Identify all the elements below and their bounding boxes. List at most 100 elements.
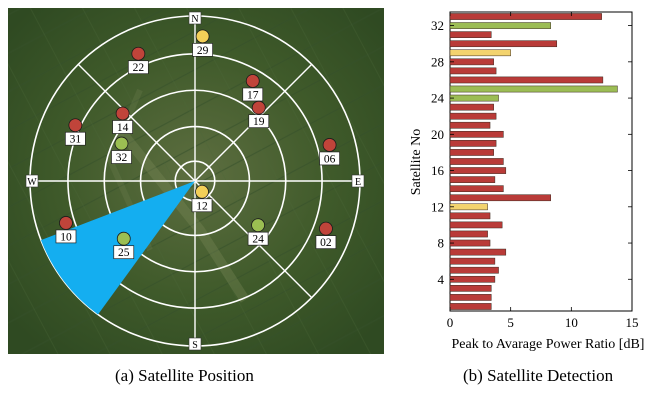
bar: [449, 85, 618, 93]
satellite-label-box: [191, 198, 213, 213]
satellite-label: 22: [133, 62, 145, 74]
bar: [449, 76, 604, 84]
bar: [449, 67, 497, 75]
compass-labels: N S E W: [25, 11, 365, 351]
x-tick-label: 5: [507, 315, 514, 330]
caption-satellite-position: (a) Satellite Position: [115, 366, 254, 385]
compass-south: S: [192, 340, 198, 351]
satellite-19: 19: [248, 100, 270, 129]
satellite-label-box: [127, 60, 149, 75]
satellite-label: 17: [247, 89, 259, 101]
x-tick-label: 0: [447, 315, 454, 330]
bar: [449, 275, 496, 283]
satellite-dot: [59, 216, 73, 230]
bar: [449, 121, 491, 129]
y-tick-label: 8: [438, 236, 445, 251]
bar: [449, 103, 494, 111]
satellite-dot: [319, 221, 333, 236]
satellite-12: 12: [191, 184, 213, 213]
satellite-label-box: [111, 150, 132, 164]
bar: [449, 22, 551, 29]
compass-east: E: [355, 177, 361, 188]
x-axis-label: Peak to Avarage Power Ratio [dB]: [452, 337, 645, 352]
compass-west: W: [27, 177, 37, 188]
satellite-14: 14: [112, 106, 133, 134]
bar: [449, 248, 507, 256]
bar-chart: 0 5 10 15 4 8 12 16 20 24 28 32 Satellite No Peak t…: [409, 11, 645, 352]
satellite-dot: [68, 118, 83, 133]
satellite-label: 06: [324, 153, 336, 165]
bar: [449, 140, 497, 147]
bar: [449, 149, 494, 156]
bar: [449, 49, 511, 57]
bar: [449, 40, 558, 48]
satellite-dot: [115, 106, 130, 121]
satellite-dot: [195, 29, 210, 44]
satellite-24: 24: [247, 218, 269, 246]
satellite-label-box: [113, 245, 135, 260]
bar: [449, 294, 492, 301]
satellite-label: 02: [320, 237, 332, 249]
satellite-22: 22: [127, 46, 149, 75]
bar: [449, 203, 488, 211]
bar: [449, 112, 497, 120]
satellite-markers: 29 22 17 19 14 31 06 32 12 24 10 25 02: [55, 29, 340, 260]
satellite-label-box: [192, 43, 213, 57]
azimuth-spoke: [77, 63, 196, 182]
satellite-dot: [322, 138, 337, 152]
satellite-dot: [116, 231, 131, 246]
axes: 0 5 10 15 4 8 12 16 20 24 28 32: [431, 12, 639, 330]
bar: [449, 158, 504, 165]
y-tick-label: 20: [431, 127, 444, 142]
bar: [449, 130, 504, 138]
field-track: [116, 126, 250, 303]
bar: [449, 94, 499, 102]
satellite-label-box: [112, 120, 133, 134]
satellite-label: 25: [118, 247, 130, 259]
skyplot-panel: 29 22 17 19 14 31 06 32 12 24 10 25 02 N S E W: [8, 8, 386, 354]
satellite-label: 19: [253, 116, 265, 128]
satellite-10: 10: [55, 216, 77, 244]
bar: [449, 194, 551, 202]
satellite-dot: [245, 74, 260, 88]
bar: [449, 230, 488, 238]
satellite-label: 14: [117, 122, 129, 134]
bar: [449, 167, 507, 174]
compass-north: N: [191, 14, 198, 25]
satellite-label-box: [248, 114, 270, 129]
bar: [449, 13, 602, 20]
y-tick-label: 4: [438, 272, 445, 287]
satellite-dot: [131, 46, 146, 61]
bar: [449, 31, 492, 38]
satellite-dot: [195, 184, 209, 199]
satellite-31: 31: [65, 118, 86, 146]
satellite-dot: [251, 218, 265, 233]
bar: [449, 285, 492, 292]
satellite-label: 31: [70, 134, 82, 146]
satellite-label-box: [55, 229, 77, 244]
satellite-label-box: [242, 87, 264, 102]
satellite-25: 25: [113, 231, 135, 260]
bar: [449, 266, 499, 274]
satellite-dot: [251, 100, 266, 115]
satellite-02: 02: [315, 221, 337, 249]
bar: [449, 239, 491, 247]
satellite-label: 29: [197, 45, 209, 57]
satellite-dot: [114, 136, 129, 151]
y-tick-label: 32: [431, 18, 444, 33]
satellite-label-box: [319, 151, 340, 166]
satellite-17: 17: [242, 74, 264, 102]
y-tick-label: 12: [431, 199, 444, 214]
y-tick-label: 16: [431, 163, 445, 178]
bar: [449, 257, 496, 265]
satellite-32: 32: [111, 136, 132, 164]
caption-satellite-detection: (b) Satellite Detection: [463, 366, 614, 385]
satellite-label: 32: [116, 152, 128, 164]
bar: [449, 58, 494, 66]
bar-chart-panel: 0 5 10 15 4 8 12 16 20 24 28 32 Satellite No Peak t…: [398, 0, 654, 360]
bar: [449, 221, 503, 229]
satellite-29: 29: [192, 29, 213, 57]
x-tick-label: 15: [626, 315, 639, 330]
y-tick-label: 24: [431, 91, 445, 106]
